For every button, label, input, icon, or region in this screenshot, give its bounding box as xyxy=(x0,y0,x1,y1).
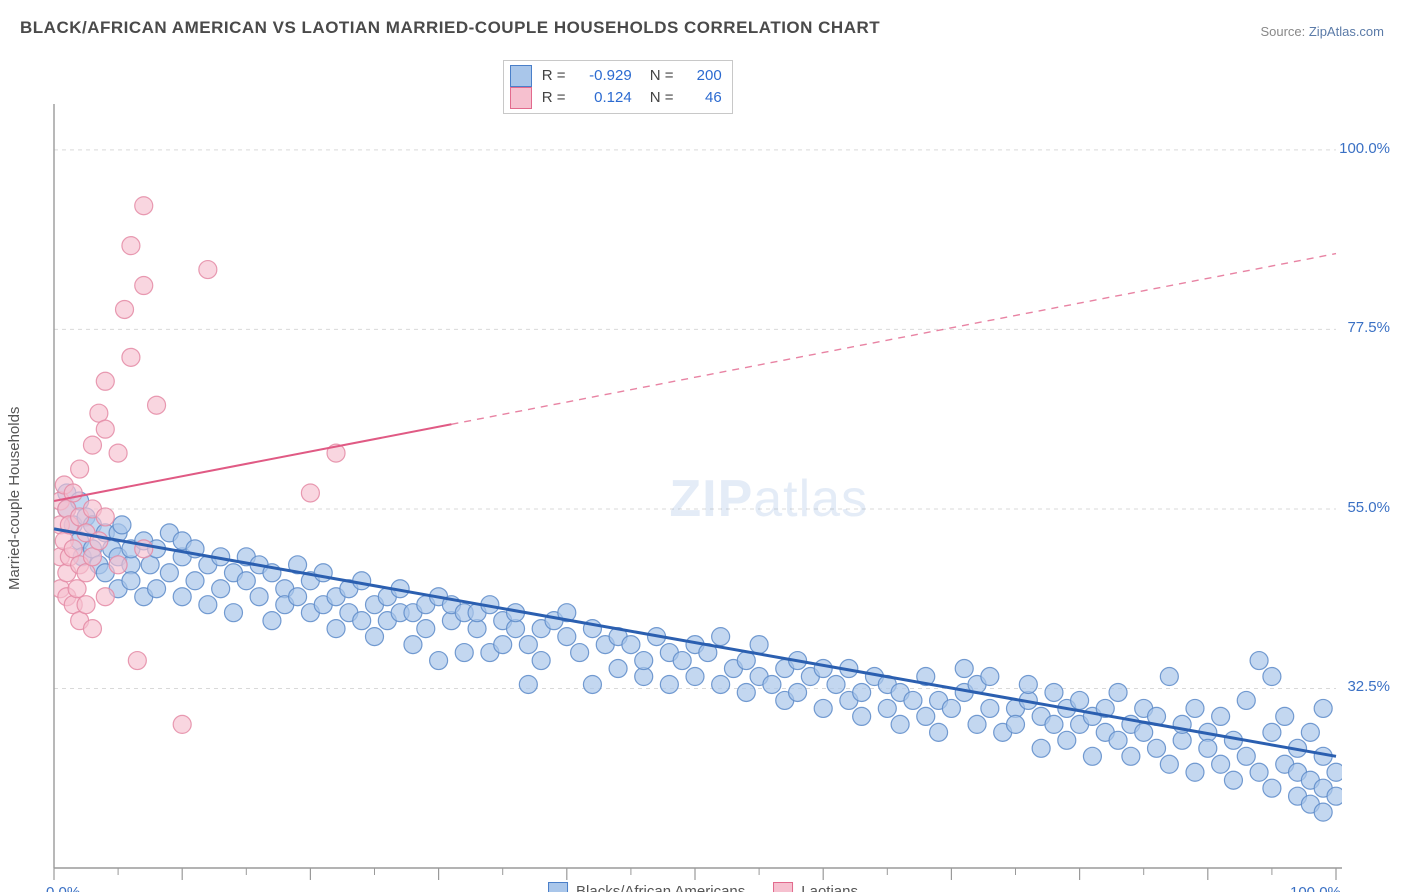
y-axis-tick-label: 55.0% xyxy=(1347,499,1390,516)
stats-n-value: 46 xyxy=(688,87,722,109)
stats-n-label: N = xyxy=(650,87,678,109)
stats-swatch xyxy=(510,65,532,87)
source-link[interactable]: ZipAtlas.com xyxy=(1309,24,1384,39)
stats-r-label: R = xyxy=(542,65,570,87)
stats-n-label: N = xyxy=(650,65,678,87)
scatter-plot-svg xyxy=(0,50,1406,892)
stats-n-value: 200 xyxy=(688,65,722,87)
chart-area: Married-couple Households 32.5% 55.0% 77.5… xyxy=(0,50,1406,892)
y-axis-label: Married-couple Households xyxy=(6,407,23,590)
y-axis-tick-label: 77.5% xyxy=(1347,319,1390,336)
legend-item: Blacks/African Americans xyxy=(548,882,745,892)
legend-label: Laotians xyxy=(801,883,858,892)
legend-swatch xyxy=(773,882,793,892)
legend-swatch xyxy=(548,882,568,892)
stats-r-label: R = xyxy=(542,87,570,109)
stats-r-value: -0.929 xyxy=(580,65,632,87)
stats-r-value: 0.124 xyxy=(580,87,632,109)
chart-title: BLACK/AFRICAN AMERICAN VS LAOTIAN MARRIE… xyxy=(20,18,880,38)
stats-row: R = 0.124 N = 46 xyxy=(510,87,722,109)
source-label: Source: xyxy=(1260,24,1308,39)
legend-item: Laotians xyxy=(773,882,858,892)
source-attribution: Source: ZipAtlas.com xyxy=(1260,24,1384,39)
stats-legend-box: R = -0.929 N = 200 R = 0.124 N = 46 xyxy=(503,60,733,114)
x-axis-start-label: 0.0% xyxy=(46,884,80,892)
legend-bottom: Blacks/African Americans Laotians xyxy=(548,882,858,892)
y-axis-tick-label: 32.5% xyxy=(1347,678,1390,695)
x-axis-end-label: 100.0% xyxy=(1290,884,1341,892)
stats-row: R = -0.929 N = 200 xyxy=(510,65,722,87)
stats-swatch xyxy=(510,87,532,109)
legend-label: Blacks/African Americans xyxy=(576,883,745,892)
y-axis-tick-label: 100.0% xyxy=(1339,140,1390,157)
